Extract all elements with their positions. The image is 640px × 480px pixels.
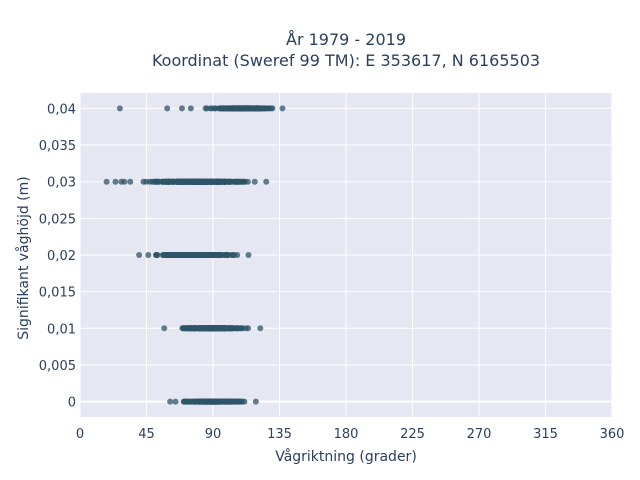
data-point-outlier: [121, 178, 128, 185]
data-point: [214, 252, 221, 258]
data-point: [206, 252, 213, 258]
data-point: [153, 178, 160, 185]
data-point: [245, 105, 252, 112]
data-point: [279, 105, 286, 112]
data-point: [127, 178, 134, 185]
data-point-outlier: [164, 105, 171, 112]
data-point: [199, 252, 206, 258]
x-tick-label: 270: [467, 427, 492, 442]
y-tick-label: 0,02: [47, 249, 76, 264]
data-point: [251, 178, 258, 185]
data-point: [221, 325, 228, 332]
x-tick-label: 90: [205, 427, 222, 442]
data-point: [164, 178, 171, 185]
data-point: [136, 252, 143, 258]
data-point: [233, 178, 240, 185]
data-point: [229, 325, 236, 332]
data-point: [153, 252, 160, 258]
data-point: [257, 325, 264, 332]
x-tick-label: 225: [400, 427, 425, 442]
data-point: [268, 105, 275, 112]
data-point: [224, 252, 231, 258]
x-tick-label: 360: [600, 427, 625, 442]
x-tick-label: 315: [533, 427, 558, 442]
data-point: [228, 178, 235, 185]
data-point: [224, 105, 231, 112]
x-tick-label: 0: [76, 427, 84, 442]
data-point: [209, 178, 216, 185]
data-point: [217, 105, 224, 112]
data-point-outlier: [178, 105, 185, 112]
data-point: [167, 398, 174, 405]
y-axis-title: Signifikant våghöjd (m): [15, 176, 32, 339]
data-point: [263, 178, 270, 185]
y-axis-ticks: 0 0,005 0,01 0,015 0,02 0,025 0,03 0,035 0,04: [39, 102, 76, 410]
x-tick-label: 45: [138, 427, 155, 442]
data-point: [172, 178, 179, 185]
data-point: [159, 252, 166, 258]
data-point-outlier: [116, 105, 123, 112]
data-point: [245, 252, 252, 258]
data-point: [216, 398, 223, 405]
data-point-outlier: [112, 178, 119, 185]
data-point: [186, 398, 193, 405]
x-axis-ticks: 0 45 90 135 180 225 270 315 360: [76, 427, 625, 442]
data-point: [197, 398, 204, 405]
data-point: [194, 325, 201, 332]
x-axis-title: Vågriktning (grader): [275, 448, 417, 465]
data-point: [214, 325, 221, 332]
x-tick-label: 135: [267, 427, 292, 442]
data-point: [161, 325, 168, 332]
data-point: [140, 178, 147, 185]
data-point: [241, 178, 248, 185]
data-point: [177, 252, 184, 258]
data-point: [188, 325, 195, 332]
data-point: [187, 252, 194, 258]
data-point: [197, 178, 204, 185]
data-points: [103, 105, 286, 405]
data-point: [177, 178, 184, 185]
data-point: [172, 252, 179, 258]
data-point: [159, 178, 166, 185]
data-point: [240, 105, 247, 112]
y-tick-label: 0: [68, 396, 76, 411]
data-point: [215, 178, 222, 185]
data-point: [172, 398, 179, 405]
grid-lines: [79, 93, 613, 417]
data-point: [180, 325, 187, 332]
data-point: [145, 252, 152, 258]
data-point: [232, 105, 239, 112]
y-tick-label: 0,04: [47, 102, 76, 117]
data-point: [231, 252, 238, 258]
chart-title-line-2: Koordinat (Sweref 99 TM): E 353617, N 61…: [152, 51, 540, 70]
y-tick-label: 0,01: [47, 322, 76, 337]
data-point-outlier: [103, 178, 110, 185]
data-point: [166, 252, 173, 258]
data-point: [241, 398, 248, 405]
data-point: [237, 398, 244, 405]
data-point: [252, 398, 259, 405]
data-point: [232, 398, 239, 405]
data-point: [193, 252, 200, 258]
x-tick-label: 180: [334, 427, 359, 442]
data-point-outlier: [204, 105, 211, 112]
data-point: [199, 325, 206, 332]
data-point: [226, 398, 233, 405]
y-tick-label: 0,035: [39, 139, 76, 154]
data-point: [245, 325, 252, 332]
data-point: [212, 105, 219, 112]
y-tick-label: 0,025: [39, 212, 76, 227]
data-point: [202, 178, 209, 185]
data-point: [255, 105, 262, 112]
chart-title-line-1: År 1979 - 2019: [286, 30, 406, 49]
chart-title: År 1979 - 2019 Koordinat (Sweref 99 TM):…: [152, 30, 540, 70]
y-tick-label: 0,015: [39, 286, 76, 301]
y-tick-label: 0,005: [39, 359, 76, 374]
y-tick-label: 0,03: [47, 176, 76, 191]
data-point: [235, 325, 242, 332]
data-point: [206, 325, 213, 332]
data-point-outlier: [187, 105, 194, 112]
